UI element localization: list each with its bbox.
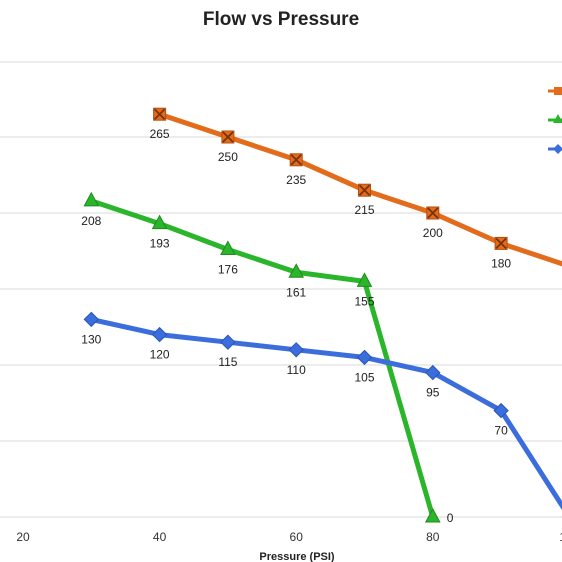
data-label: 115 [218, 355, 237, 369]
data-label: 215 [354, 203, 374, 217]
data-point [151, 214, 168, 230]
data-point [356, 349, 373, 366]
x-tick-label: 60 [290, 530, 304, 544]
data-label: 0 [447, 511, 454, 525]
data-point [151, 326, 168, 343]
data-point [425, 364, 441, 381]
data-label: 110 [287, 363, 306, 377]
data-label: 250 [218, 150, 238, 164]
x-axis-title: Pressure (PSI) [259, 551, 335, 562]
data-label: 70 [494, 424, 508, 438]
data-label: 176 [218, 262, 238, 276]
data-point [220, 240, 236, 255]
legend-marker [553, 114, 562, 123]
data-point [83, 311, 100, 328]
legend-marker [554, 87, 562, 95]
data-label: 193 [150, 237, 170, 251]
data-point [358, 183, 371, 197]
marker-x [427, 207, 439, 219]
data-point [221, 130, 235, 144]
data-label: 208 [81, 214, 101, 228]
data-label: 155 [354, 294, 374, 308]
marker-x [358, 184, 371, 196]
data-point [494, 236, 508, 250]
data-label: 105 [354, 370, 374, 384]
data-point [356, 272, 373, 287]
data-point [220, 334, 236, 350]
x-tick-label: 80 [426, 530, 440, 544]
data-label: 265 [150, 127, 170, 141]
series-line-1 [88, 198, 436, 520]
marker-x [222, 131, 234, 143]
data-label: 180 [491, 256, 511, 270]
legend-marker [553, 144, 562, 154]
data-point [289, 153, 303, 167]
chart-title: Flow vs Pressure [202, 9, 360, 30]
data-point [424, 507, 441, 523]
x-tick-label: 100 [559, 530, 562, 544]
data-point [153, 107, 167, 121]
data-label: 95 [426, 386, 440, 400]
x-tick-label: 20 [16, 530, 30, 544]
series-line-2 [88, 316, 562, 511]
data-label: 130 [81, 332, 101, 346]
marker-x [495, 237, 507, 250]
x-tick-label: 40 [153, 530, 167, 544]
marker-x [290, 154, 302, 166]
data-point [288, 263, 305, 278]
data-label: 200 [423, 226, 443, 240]
data-label: 235 [286, 173, 306, 187]
data-label: 161 [286, 285, 306, 299]
data-point [493, 402, 509, 419]
data-point [426, 206, 440, 220]
marker-x [153, 108, 166, 120]
data-label: 120 [150, 348, 170, 362]
data-point [83, 191, 100, 207]
data-point [288, 342, 304, 358]
